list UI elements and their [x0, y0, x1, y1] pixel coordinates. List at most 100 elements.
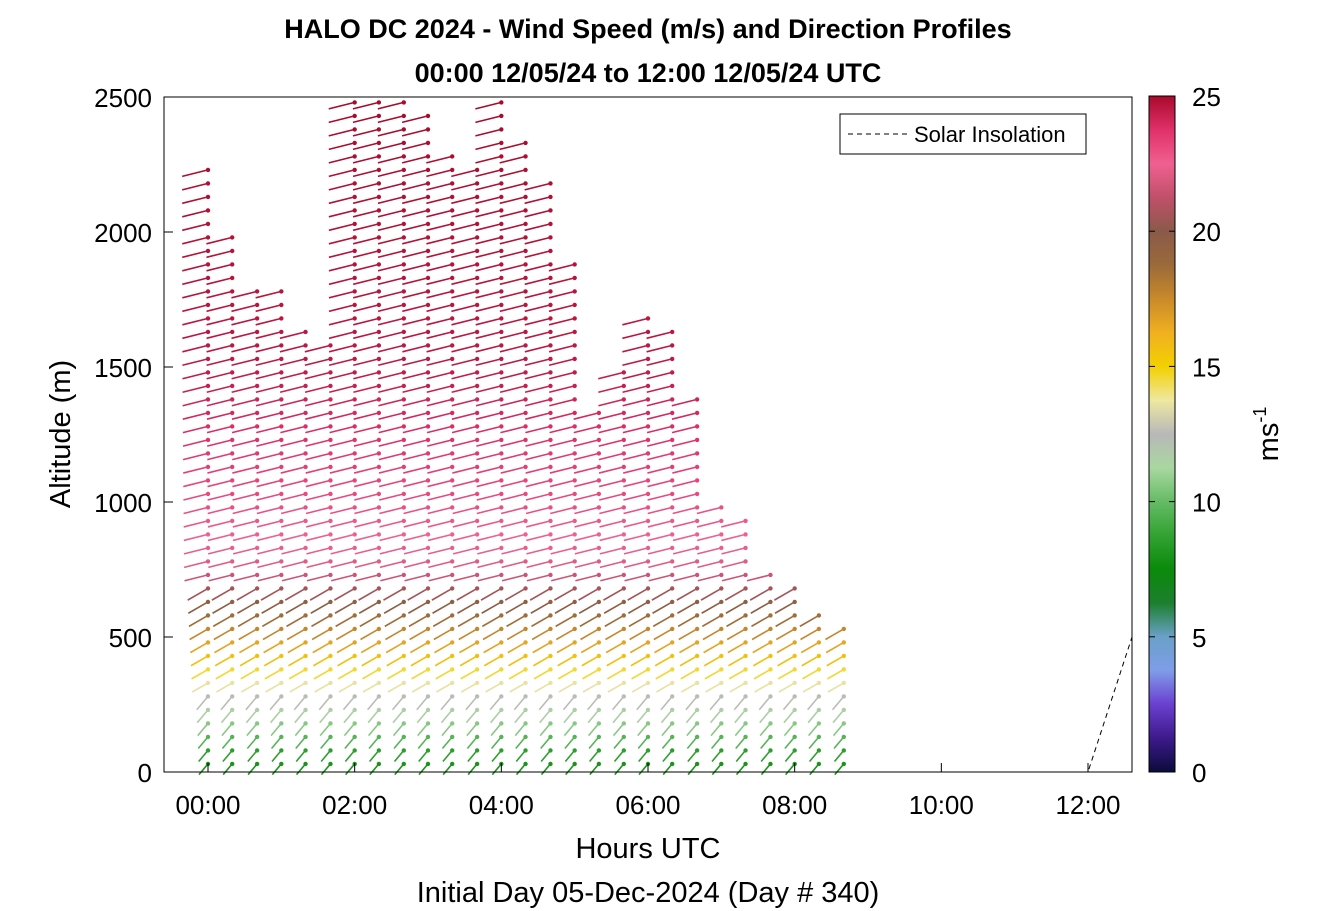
wind-barb: [451, 371, 478, 380]
wind-barb-dot: [279, 302, 284, 308]
wind-barb-dot: [230, 370, 235, 375]
wind-barb-dot: [719, 640, 724, 645]
wind-barb-dot: [328, 397, 333, 402]
wind-barb: [637, 722, 649, 737]
wind-barb-dot: [596, 532, 602, 537]
wind-barb: [378, 358, 404, 367]
wind-barb-dot: [328, 667, 333, 672]
wind-barb-dot: [572, 626, 577, 632]
wind-barb: [499, 223, 526, 232]
colorbar: [1148, 95, 1176, 773]
wind-barb: [236, 587, 258, 601]
wind-barb: [451, 358, 478, 367]
wind-barb: [825, 628, 845, 641]
wind-barb-dot: [548, 194, 553, 200]
wind-barb-dot: [352, 329, 357, 335]
wind-barb-dot: [499, 437, 504, 443]
wind-barb: [360, 628, 380, 641]
wind-barb: [401, 182, 429, 191]
wind-barb: [263, 641, 282, 654]
wind-barb-dot: [743, 532, 748, 537]
wind-barb: [555, 628, 576, 641]
wind-barb: [208, 574, 233, 582]
wind-barb: [328, 128, 355, 137]
wind-barb: [587, 695, 600, 711]
wind-barb-dot: [401, 316, 406, 321]
wind-barb-dot: [230, 613, 235, 618]
wind-barb-dot: [523, 707, 528, 713]
wind-barb: [352, 236, 380, 245]
wind-barb-dot: [425, 154, 431, 159]
wind-barb-dot: [523, 343, 528, 348]
wind-barb: [726, 628, 746, 641]
wind-barb: [603, 587, 625, 601]
wind-barb-dot: [596, 518, 602, 524]
wind-barb: [214, 655, 233, 667]
wind-barb-dot: [376, 248, 382, 254]
wind-barb-dot: [499, 451, 504, 456]
wind-barb: [206, 317, 233, 326]
wind-barb: [623, 466, 649, 474]
wind-barb-dot: [670, 370, 675, 375]
wind-barb-dot: [352, 221, 357, 227]
wind-barb: [500, 479, 526, 488]
wind-barb-dot: [425, 478, 431, 483]
wind-barb-dot: [499, 410, 504, 416]
wind-barb: [280, 479, 306, 488]
wind-barb-dot: [303, 680, 308, 686]
wind-barb: [328, 236, 355, 245]
wind-barb: [685, 695, 698, 711]
wind-barb-dot: [670, 626, 675, 632]
wind-barb-dot: [401, 275, 406, 281]
wind-barb-dot: [450, 613, 455, 618]
wind-barb-dot: [328, 707, 333, 713]
wind-barb: [539, 722, 552, 737]
wind-barb-dot: [328, 559, 333, 564]
wind-barb-dot: [474, 316, 480, 321]
wind-barb-dot: [254, 613, 260, 618]
wind-barb: [476, 466, 502, 474]
wind-barb: [499, 182, 526, 191]
wind-barb: [206, 358, 233, 367]
wind-barb: [598, 452, 624, 461]
wind-barb-dot: [719, 626, 724, 632]
wind-barb: [312, 641, 331, 654]
wind-barb-dot: [596, 505, 602, 510]
wind-barb-dot: [401, 464, 406, 470]
wind-barb-dot: [548, 424, 553, 429]
wind-barb: [403, 547, 429, 555]
wind-barb: [646, 371, 673, 380]
wind-barb-dot: [621, 370, 626, 375]
wind-barb: [483, 641, 502, 654]
wind-barb-dot: [523, 505, 528, 510]
wind-barb: [401, 196, 429, 205]
wind-barb: [353, 425, 380, 434]
wind-barb: [548, 277, 575, 286]
wind-barb: [513, 695, 527, 711]
wind-barb: [556, 641, 576, 654]
wind-barb-dot: [376, 572, 382, 578]
wind-barb: [377, 169, 404, 178]
wind-barb: [588, 749, 600, 762]
wind-barb-dot: [694, 626, 700, 632]
wind-barb: [392, 709, 405, 724]
wind-barb: [328, 250, 355, 259]
wind-barb-dot: [425, 437, 431, 443]
wind-barb: [402, 452, 429, 461]
wind-barb-dot: [279, 694, 284, 699]
wind-barb-dot: [670, 451, 675, 456]
wind-barb: [409, 641, 429, 654]
wind-barb: [352, 223, 380, 232]
wind-barb-dot: [401, 626, 406, 632]
wind-barb: [524, 223, 551, 232]
wind-barb: [328, 344, 355, 353]
wind-barb-dot: [621, 586, 626, 591]
wind-barb-dot: [352, 140, 357, 146]
wind-barb: [574, 506, 600, 515]
wind-barb: [451, 263, 478, 272]
wind-barb-dot: [376, 329, 382, 335]
wind-barb: [475, 155, 502, 164]
wind-barb-dot: [474, 221, 480, 227]
wind-barb: [246, 722, 258, 737]
wind-barb-dot: [352, 532, 357, 537]
